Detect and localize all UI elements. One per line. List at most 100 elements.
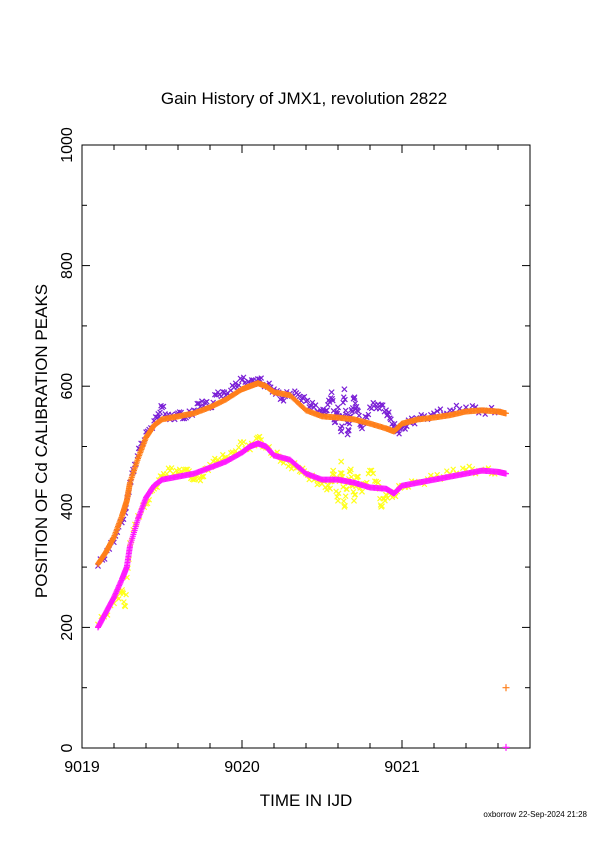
data-point — [374, 479, 382, 486]
data-point — [337, 470, 344, 476]
data-point — [227, 449, 234, 456]
y-axis-label: POSITION OF Cd CALIBRATION PEAKS — [32, 284, 51, 598]
data-point — [256, 433, 263, 440]
data-point — [348, 474, 355, 480]
x-tick-label: 9020 — [224, 759, 260, 776]
chart-title: Gain History of JMX1, revolution 2822 — [161, 89, 447, 108]
x-axis-label: TIME IN IJD — [260, 791, 353, 810]
data-point — [342, 396, 348, 403]
data-point — [173, 467, 180, 474]
data-point — [396, 430, 402, 437]
data-point — [182, 466, 190, 473]
data-point — [328, 389, 335, 396]
data-point — [354, 473, 361, 480]
data-point — [157, 409, 163, 416]
data-point — [334, 497, 342, 504]
data-point — [391, 420, 398, 427]
data-point — [304, 397, 311, 404]
data-point — [330, 397, 336, 404]
data-point — [326, 399, 333, 405]
data-point — [190, 476, 198, 483]
footer-credit: oxborrow 22-Sep-2024 21:28 — [483, 810, 587, 819]
data-point — [248, 377, 255, 383]
data-point — [344, 431, 351, 438]
data-point — [330, 467, 337, 474]
y-tick-label: 400 — [59, 493, 76, 520]
data-point — [307, 403, 314, 409]
data-point — [371, 478, 378, 484]
data-point — [384, 495, 391, 501]
data-point — [434, 408, 441, 414]
x-tick-label: 9021 — [384, 759, 420, 776]
plot-frame — [81, 144, 531, 749]
data-point — [363, 414, 370, 421]
data-point — [202, 399, 209, 406]
data-point — [334, 404, 342, 411]
data-point — [502, 684, 510, 692]
data-point — [503, 470, 509, 477]
series-1 — [94, 374, 502, 569]
data-point — [459, 465, 466, 472]
data-point — [160, 403, 167, 410]
data-point — [240, 374, 247, 381]
data-point — [370, 470, 377, 477]
data-point — [351, 394, 358, 400]
data-point — [198, 398, 206, 405]
data-point — [503, 410, 509, 417]
data-point — [240, 439, 247, 445]
data-point — [338, 458, 345, 465]
data-series — [94, 374, 510, 751]
data-point — [211, 455, 218, 462]
data-point — [342, 502, 348, 509]
data-point — [386, 409, 392, 415]
x-tick-label: 9019 — [64, 759, 100, 776]
data-point — [342, 493, 349, 500]
data-point — [358, 425, 366, 432]
data-point — [469, 403, 476, 409]
data-point — [379, 402, 386, 408]
data-point — [344, 486, 350, 493]
data-point — [437, 406, 444, 412]
data-point — [378, 402, 385, 408]
data-point — [368, 467, 375, 474]
data-point — [232, 380, 239, 387]
data-point — [355, 408, 361, 415]
data-point — [197, 477, 204, 484]
data-point — [355, 473, 361, 480]
data-point — [339, 423, 345, 429]
data-point — [296, 393, 303, 400]
axis-ticks — [81, 144, 531, 749]
data-point — [346, 420, 353, 427]
data-point — [341, 386, 348, 393]
data-point — [331, 471, 337, 478]
data-point — [356, 412, 362, 419]
data-point — [258, 375, 265, 381]
data-point — [312, 402, 319, 408]
data-point — [323, 407, 330, 414]
y-tick-label: 1000 — [59, 127, 76, 163]
data-point — [123, 591, 129, 598]
data-point — [346, 427, 352, 434]
y-tick-label: 0 — [59, 743, 76, 752]
data-point — [323, 486, 330, 493]
data-point — [203, 398, 210, 405]
data-point — [358, 488, 366, 495]
data-point — [288, 465, 295, 472]
data-point — [168, 465, 175, 471]
data-point — [280, 398, 287, 404]
axis-tick-labels: 0 200 400 600 800 1000 9019 9020 9021 — [59, 127, 420, 776]
data-point — [352, 491, 359, 498]
series-3 — [94, 433, 502, 628]
data-point — [350, 489, 357, 495]
data-point — [382, 407, 390, 414]
data-point — [340, 498, 347, 504]
data-point — [120, 590, 127, 597]
data-point — [235, 382, 242, 388]
data-point — [200, 473, 207, 480]
data-point — [352, 400, 359, 407]
data-point — [115, 595, 122, 602]
series-2 — [95, 380, 509, 568]
data-point — [365, 411, 372, 418]
y-tick-label: 800 — [59, 252, 76, 279]
